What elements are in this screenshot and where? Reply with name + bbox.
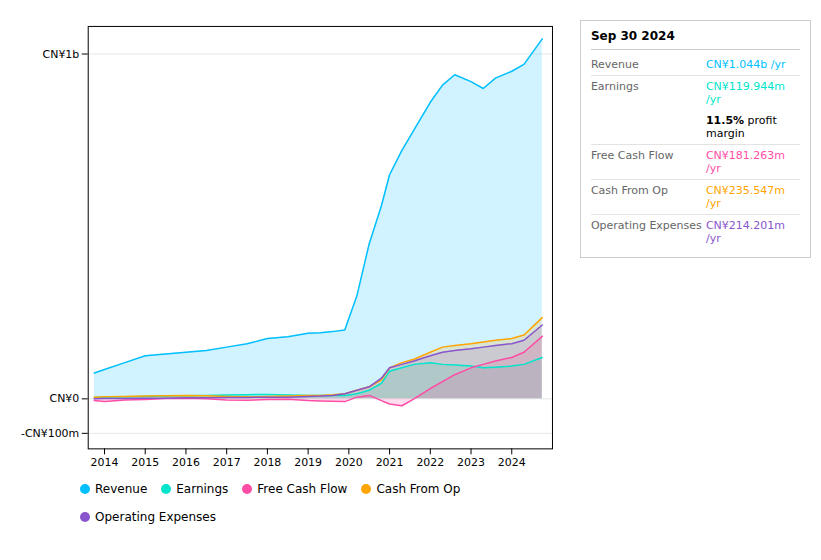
svg-text:2015: 2015 bbox=[131, 456, 159, 469]
svg-text:2016: 2016 bbox=[172, 456, 200, 469]
html-text:Revenue: Revenue bbox=[95, 482, 148, 497]
svg-text:2017: 2017 bbox=[213, 456, 241, 469]
html-text:Operating Expenses: Operating Expenses bbox=[95, 510, 216, 525]
html-text:Sep 30 2024: Sep 30 2024 bbox=[590, 29, 675, 43]
svg-text:2018: 2018 bbox=[253, 456, 281, 469]
svg-text:-CN¥100m: -CN¥100m bbox=[21, 427, 79, 440]
html-text:Revenue: Revenue bbox=[590, 58, 639, 71]
html-text:Operating Expenses CN¥214.201m: Operating Expenses CN¥214.201m /yr bbox=[590, 219, 785, 245]
html-text:Cash From Op: Cash From Op bbox=[590, 184, 668, 197]
svg-text:2019: 2019 bbox=[294, 456, 322, 469]
svg-text:2021: 2021 bbox=[376, 456, 404, 469]
svg-text:2023: 2023 bbox=[457, 456, 485, 469]
svg-text:2022: 2022 bbox=[416, 456, 444, 469]
html-text:Earnings: Earnings bbox=[590, 80, 639, 93]
html-text:Earnings: Earnings bbox=[176, 482, 229, 497]
html-text:11.5% profit margin: 11.5% profit margin bbox=[705, 114, 777, 140]
html-text:Free Cash Flow: Free Cash Flow bbox=[257, 482, 348, 497]
svg-text:2020: 2020 bbox=[335, 456, 363, 469]
html-text:Free Cash Flow: Free Cash Flow bbox=[590, 149, 674, 162]
html-text:CN¥1.044b /yr: CN¥1.044b /yr bbox=[705, 58, 786, 71]
html-text:Cash From Op: Cash From Op bbox=[376, 482, 461, 497]
svg-text:CN¥0: CN¥0 bbox=[49, 392, 79, 405]
html-text:CN¥235.547m /yr: CN¥235.547m /yr bbox=[705, 184, 785, 210]
html-text:CN¥119.944m /yr: CN¥119.944m /yr bbox=[705, 80, 785, 106]
html-text:CN¥181.263m /yr: CN¥181.263m /yr bbox=[705, 149, 785, 175]
svg-text:2014: 2014 bbox=[91, 456, 119, 469]
svg-text:2024: 2024 bbox=[498, 456, 526, 469]
svg-text:CN¥1b: CN¥1b bbox=[43, 48, 80, 61]
